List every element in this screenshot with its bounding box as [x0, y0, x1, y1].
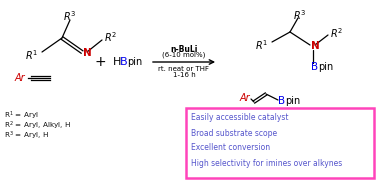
Text: R$^1$ = Aryl: R$^1$ = Aryl: [4, 110, 39, 122]
Text: Excellent conversion: Excellent conversion: [191, 144, 270, 153]
Text: pin: pin: [318, 62, 333, 72]
Text: +: +: [94, 55, 106, 69]
Text: Ar: Ar: [15, 73, 26, 83]
Text: Easily accessible catalyst: Easily accessible catalyst: [191, 114, 288, 123]
Text: B: B: [311, 62, 318, 72]
Text: Broad substrate scope: Broad substrate scope: [191, 128, 277, 137]
Text: R$^3$ = Aryl, H: R$^3$ = Aryl, H: [4, 130, 49, 142]
Text: $R^2$: $R^2$: [330, 26, 343, 40]
Text: High selectivity for imines over alkynes: High selectivity for imines over alkynes: [191, 158, 342, 167]
Text: pin: pin: [127, 57, 142, 67]
Text: B: B: [120, 57, 128, 67]
Text: N: N: [311, 41, 320, 51]
Text: $R^3$: $R^3$: [64, 9, 77, 23]
Text: n-BuLi: n-BuLi: [170, 45, 198, 54]
Text: B: B: [278, 96, 285, 106]
Text: 1-16 h: 1-16 h: [173, 72, 195, 78]
Text: $R^1$: $R^1$: [25, 48, 38, 62]
Text: R$^2$ = Aryl, Alkyl, H: R$^2$ = Aryl, Alkyl, H: [4, 120, 71, 132]
Text: (6-10 mol%): (6-10 mol%): [162, 52, 206, 58]
Text: Ar: Ar: [240, 93, 251, 103]
Text: pin: pin: [285, 96, 300, 106]
FancyBboxPatch shape: [186, 108, 374, 178]
Text: $R^2$: $R^2$: [104, 30, 117, 44]
Text: H: H: [113, 57, 121, 67]
Text: $R^3$: $R^3$: [293, 8, 307, 22]
Text: rt. neat or THF: rt. neat or THF: [158, 66, 209, 72]
Text: $R^1$: $R^1$: [255, 38, 268, 52]
Text: N: N: [83, 48, 92, 58]
